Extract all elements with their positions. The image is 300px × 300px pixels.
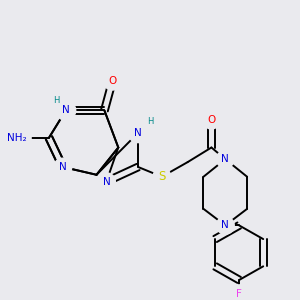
- Circle shape: [216, 150, 234, 168]
- Text: H: H: [147, 117, 153, 126]
- Circle shape: [103, 73, 121, 90]
- Text: N: N: [103, 177, 110, 187]
- Circle shape: [9, 130, 25, 146]
- Circle shape: [218, 218, 233, 233]
- Circle shape: [231, 286, 247, 300]
- Text: N: N: [221, 154, 229, 164]
- Circle shape: [202, 112, 220, 129]
- Circle shape: [154, 169, 170, 184]
- Text: H: H: [53, 96, 59, 105]
- Circle shape: [203, 112, 219, 128]
- Text: O: O: [207, 115, 216, 125]
- Circle shape: [55, 159, 71, 175]
- Text: N: N: [134, 128, 142, 138]
- Circle shape: [104, 74, 120, 89]
- Circle shape: [56, 101, 76, 120]
- Text: N: N: [221, 220, 229, 230]
- Text: S: S: [158, 170, 166, 183]
- Circle shape: [98, 174, 114, 189]
- Text: O: O: [108, 76, 116, 86]
- Circle shape: [230, 285, 248, 300]
- Circle shape: [58, 103, 74, 118]
- Circle shape: [128, 123, 148, 142]
- Circle shape: [54, 158, 72, 176]
- Circle shape: [130, 125, 146, 141]
- Circle shape: [3, 124, 31, 152]
- Circle shape: [153, 168, 171, 185]
- Text: F: F: [236, 289, 242, 298]
- Text: N: N: [62, 106, 70, 116]
- Text: N: N: [59, 162, 67, 172]
- Text: NH₂: NH₂: [8, 133, 27, 143]
- Circle shape: [98, 173, 115, 190]
- Circle shape: [218, 152, 233, 167]
- Circle shape: [216, 217, 234, 234]
